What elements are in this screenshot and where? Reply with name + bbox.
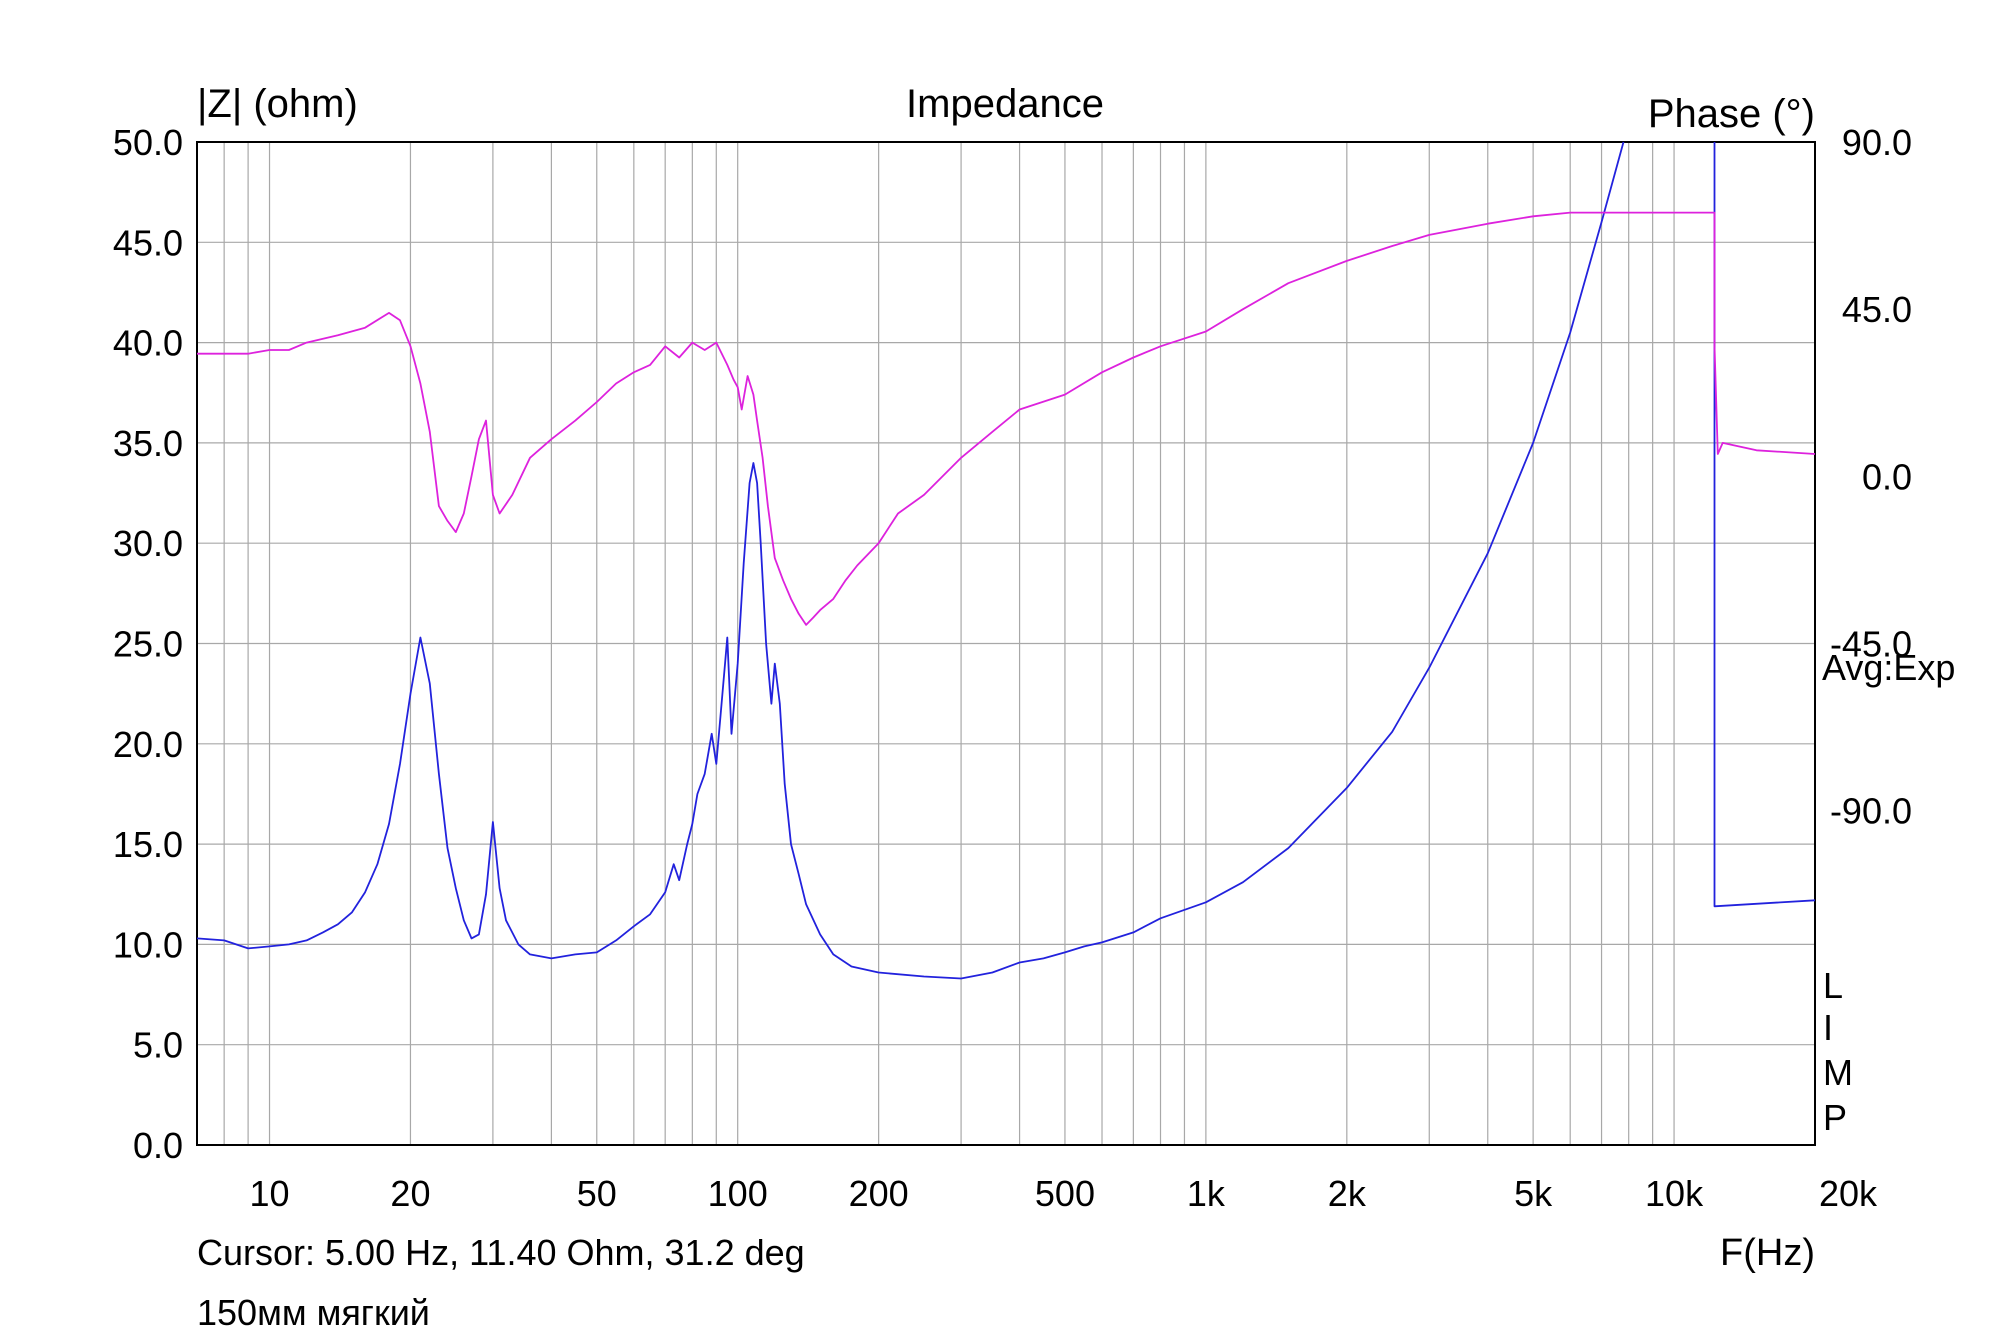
y-tick-label: 25.0 [113, 624, 183, 665]
x-tick-label: 1k [1187, 1173, 1226, 1214]
series-layer [196, 141, 1816, 980]
impedance-series-line-0 [196, 141, 1625, 980]
grid [197, 142, 1815, 1145]
phase-tick-label: 45.0 [1842, 289, 1912, 330]
phase-series-line [197, 211, 1816, 626]
y-tick-label: 40.0 [113, 323, 183, 364]
x-tick-label: 10 [249, 1173, 289, 1214]
right-axis-label: Phase (°) [1648, 92, 1815, 136]
y-tick-label: 45.0 [113, 222, 183, 263]
x-tick-label: 5k [1514, 1173, 1553, 1214]
x-tick-label: 500 [1035, 1173, 1095, 1214]
y-tick-label: 50.0 [113, 122, 183, 163]
y-tick-label: 30.0 [113, 523, 183, 564]
phase-tick-label: -45.0 [1830, 624, 1912, 665]
limp-letter-l: L [1823, 965, 1843, 1006]
impedance-series-line-1 [1713, 142, 1816, 908]
y-tick-label: 20.0 [113, 724, 183, 765]
left-axis-label: |Z| (ohm) [197, 82, 358, 126]
x-tick-label: 2k [1328, 1173, 1367, 1214]
chart-caption: 150мм мягкий [197, 1292, 430, 1331]
y-tick-label: 0.0 [133, 1125, 183, 1166]
x-tick-label: 100 [708, 1173, 768, 1214]
x-tick-label: 50 [577, 1173, 617, 1214]
x-tick-label: 20 [390, 1173, 430, 1214]
x-axis-label: F(Hz) [1720, 1232, 1815, 1274]
limp-letter-i: I [1823, 1007, 1833, 1048]
phase-tick-label: -90.0 [1830, 791, 1912, 832]
y-tick-label: 35.0 [113, 423, 183, 464]
cursor-readout: Cursor: 5.00 Hz, 11.40 Ohm, 31.2 deg [197, 1232, 805, 1273]
chart-title: Impedance [906, 82, 1104, 126]
y-tick-label: 5.0 [133, 1025, 183, 1066]
x-tick-label: 20k [1819, 1173, 1878, 1214]
y-tick-label: 10.0 [113, 924, 183, 965]
x-tick-label: 200 [849, 1173, 909, 1214]
limp-letter-p: P [1823, 1097, 1847, 1138]
x-tick-label: 10k [1645, 1173, 1704, 1214]
limp-letter-m: M [1823, 1052, 1853, 1093]
plot-frame [196, 141, 1816, 1146]
phase-tick-label: 90.0 [1842, 122, 1912, 163]
avg-label: Avg:Exp [1822, 647, 1955, 688]
y-tick-label: 15.0 [113, 824, 183, 865]
phase-tick-label: 0.0 [1862, 456, 1912, 497]
tick-labels: 10 20 50 100 200 500 1k 2k 5k 10k 20k 0.0 5.0 10.0 15.… [113, 122, 1912, 1214]
